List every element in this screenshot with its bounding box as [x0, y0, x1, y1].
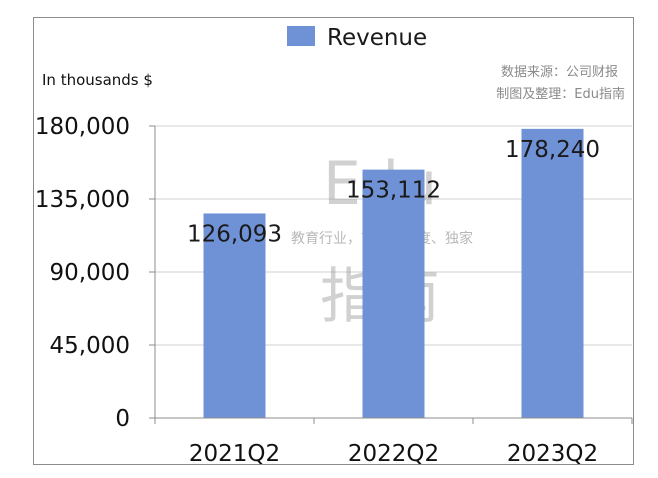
- axes: [149, 125, 633, 424]
- x-tick-label: 2023Q2: [507, 441, 598, 467]
- data-label: 178,240: [505, 137, 600, 163]
- y-tick-labels: 0 45,000 90,000 135,000 180,000: [35, 114, 130, 432]
- credit-author: 制图及整理：Edu指南: [496, 86, 625, 102]
- x-tick-label: 2021Q2: [189, 441, 280, 467]
- y-tick-label: 0: [115, 406, 130, 432]
- bar: [521, 128, 584, 419]
- y-tick-label: 135,000: [35, 187, 130, 213]
- y-tick-label: 45,000: [50, 333, 130, 359]
- x-tick-labels: 2021Q2 2022Q2 2023Q2: [189, 441, 598, 467]
- bar: [362, 169, 425, 418]
- legend-swatch: [287, 26, 315, 46]
- data-label: 126,093: [187, 221, 282, 247]
- y-tick-label: 90,000: [50, 260, 130, 286]
- credit-source: 数据来源：公司财报: [501, 65, 618, 80]
- data-labels: 126,093 153,112 178,240: [187, 137, 600, 248]
- legend-label: Revenue: [327, 25, 427, 51]
- unit-label: In thousands $: [42, 71, 153, 89]
- x-tick-label: 2022Q2: [348, 441, 439, 467]
- y-tick-label: 180,000: [35, 114, 130, 140]
- legend: Revenue: [287, 25, 427, 51]
- bars: [203, 128, 584, 419]
- data-label: 153,112: [346, 178, 441, 204]
- bar: [203, 213, 266, 418]
